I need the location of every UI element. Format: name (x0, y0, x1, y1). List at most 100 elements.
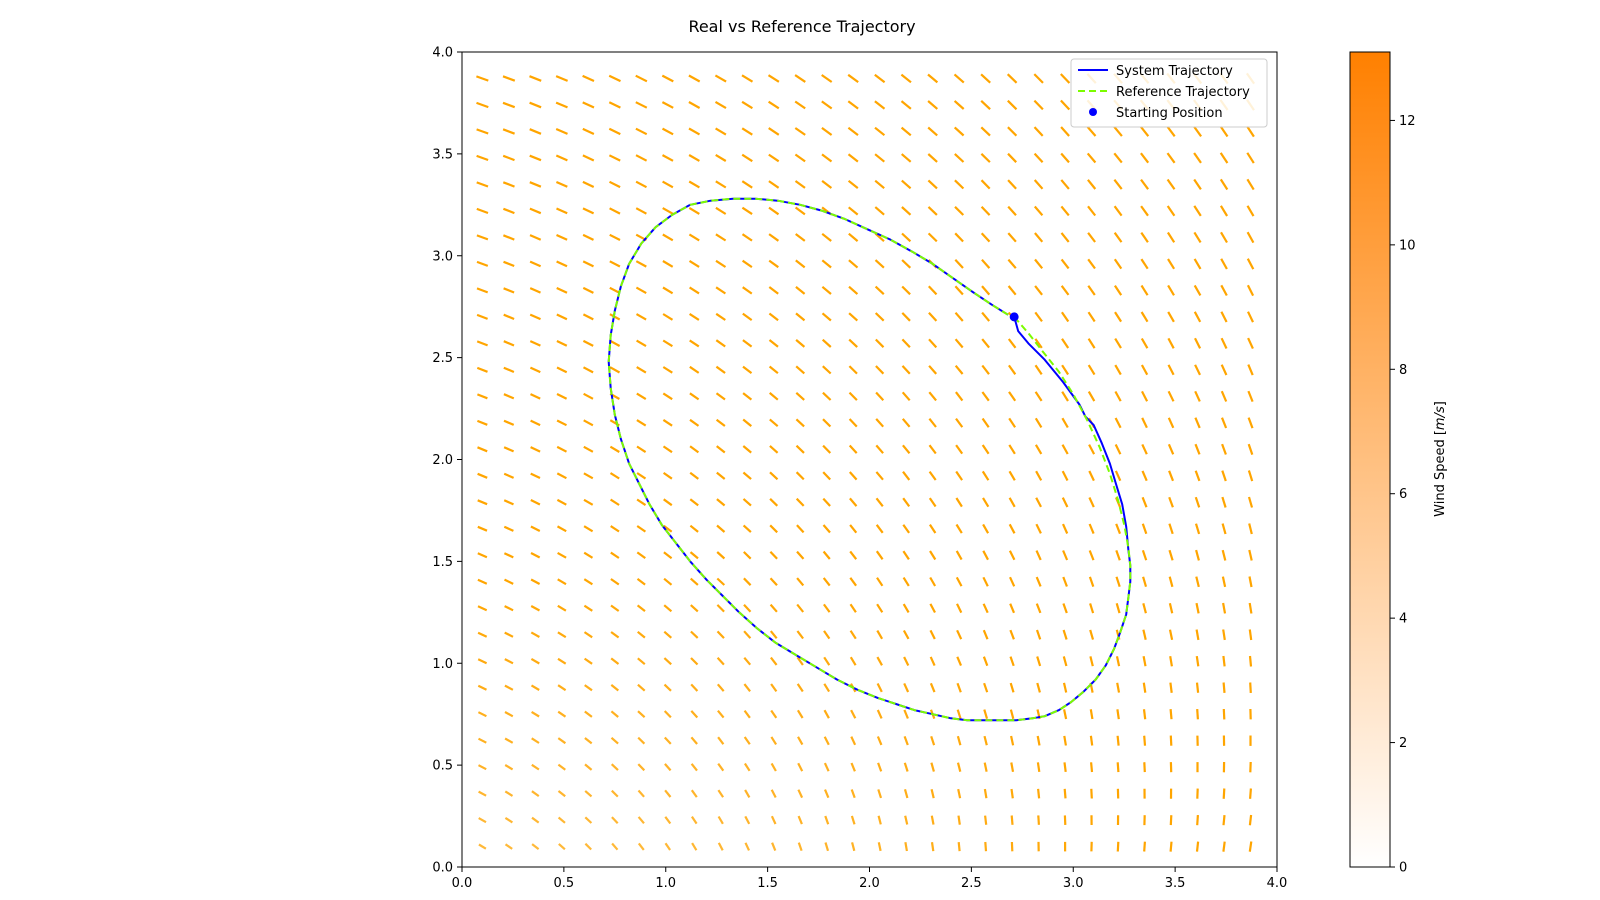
wind-arrow (1035, 497, 1042, 508)
wind-arrow (504, 737, 514, 744)
wind-arrow (847, 126, 859, 136)
wind-arrow (583, 472, 594, 480)
colorbar-label-unit: m/s (1433, 406, 1448, 430)
wind-arrow (608, 74, 621, 83)
wind-arrow (1248, 814, 1253, 826)
series-layer (607, 197, 1132, 722)
wind-arrow (1247, 364, 1254, 376)
wind-arrow (741, 233, 753, 242)
wind-arrow (1169, 656, 1173, 667)
wind-arrow (1035, 550, 1042, 561)
wind-arrow (584, 790, 593, 798)
wind-arrow (1008, 417, 1017, 428)
wind-arrow (555, 180, 568, 188)
wind-arrow (476, 419, 488, 426)
wind-arrow (1060, 73, 1071, 84)
wind-arrow (717, 789, 725, 798)
wind-arrow (847, 153, 859, 163)
wind-arrow (530, 578, 541, 585)
wind-arrow (583, 419, 594, 427)
wind-arrow (530, 525, 541, 532)
wind-arrow (663, 683, 672, 692)
wind-arrow (691, 842, 698, 851)
wind-arrow (796, 683, 804, 693)
wind-arrow (557, 604, 567, 612)
wind-arrow (927, 100, 939, 110)
wind-arrow (1219, 178, 1229, 191)
wind-arrow (635, 313, 647, 321)
wind-arrow (1141, 417, 1148, 429)
wind-arrow (530, 419, 541, 427)
wind-arrow (662, 418, 673, 427)
wind-arrow (874, 232, 885, 243)
wind-arrow (609, 313, 621, 321)
wind-arrow (1246, 258, 1255, 270)
wind-arrow (1061, 338, 1070, 349)
wind-arrow (1116, 709, 1120, 720)
wind-arrow (662, 260, 674, 268)
wind-arrow (794, 180, 806, 189)
wind-arrow (876, 736, 883, 746)
wind-arrow (1194, 523, 1201, 535)
wind-arrow (1060, 152, 1070, 164)
wind-arrow (823, 630, 831, 640)
wind-arrow (529, 75, 542, 82)
wind-arrow (583, 604, 593, 612)
wind-arrow (503, 340, 515, 347)
wind-arrow (982, 629, 989, 640)
wind-arrow (1062, 576, 1068, 587)
wind-arrow (1167, 258, 1176, 270)
wind-arrow (1009, 656, 1015, 667)
wind-arrow (1114, 417, 1122, 429)
y-tick-label: 1.0 (432, 657, 453, 672)
wind-arrow (983, 788, 988, 799)
wind-arrow (822, 418, 832, 428)
wind-arrow (530, 472, 541, 479)
wind-arrow (1034, 285, 1043, 296)
wind-arrow (664, 842, 672, 851)
wind-arrow (1113, 258, 1123, 270)
wind-arrow (954, 179, 965, 190)
wind-arrow (1113, 284, 1123, 296)
wind-arrow (794, 206, 806, 216)
wind-arrow (743, 656, 752, 666)
wind-arrow (1247, 337, 1254, 350)
wind-arrow (742, 418, 752, 427)
wind-arrow (983, 682, 989, 693)
wind-arrow (821, 232, 832, 242)
wind-arrow (504, 711, 514, 718)
legend-label-reference-trajectory: Reference Trajectory (1116, 85, 1250, 100)
wind-arrow (1222, 788, 1226, 799)
wind-arrow (717, 762, 725, 772)
wind-arrow (1143, 841, 1146, 852)
chart-title: Real vs Reference Trajectory (688, 17, 915, 36)
wind-arrow (847, 73, 859, 83)
wind-arrow (1221, 549, 1227, 561)
wind-arrow (477, 711, 487, 718)
wind-arrow (663, 498, 673, 507)
wind-arrow (476, 234, 489, 241)
wind-arrow (981, 338, 990, 349)
wind-arrow (981, 444, 990, 455)
wind-arrow (768, 127, 780, 136)
wind-arrow (1193, 205, 1202, 217)
wind-arrow (715, 153, 727, 162)
wind-arrow (1248, 629, 1253, 641)
wind-arrow (901, 312, 911, 322)
wind-arrow (690, 763, 698, 772)
wind-arrow (714, 74, 727, 83)
wind-arrow (715, 127, 727, 136)
wind-arrow (1195, 655, 1200, 667)
wind-arrow (530, 393, 541, 400)
wind-arrow (610, 578, 620, 586)
wind-arrow (795, 497, 805, 507)
wind-arrow (1061, 417, 1069, 429)
wind-arrow (583, 631, 593, 639)
wind-arrow (1142, 655, 1147, 667)
wind-arrow (1087, 258, 1096, 270)
wind-arrow (1063, 788, 1067, 799)
wind-arrow (1061, 364, 1070, 376)
wind-arrow (903, 789, 909, 799)
wind-arrow (900, 126, 912, 137)
wind-arrow (503, 499, 514, 506)
